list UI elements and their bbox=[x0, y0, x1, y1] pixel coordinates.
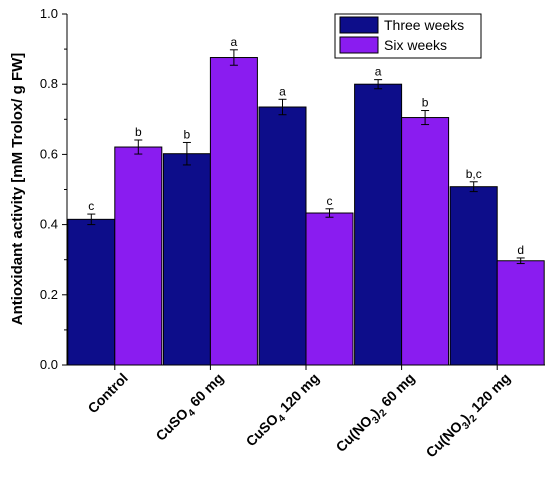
legend-label: Six weeks bbox=[384, 37, 447, 53]
bar-three-weeks bbox=[67, 218, 116, 366]
legend-swatch bbox=[339, 36, 379, 54]
y-tick-label: 0.0 bbox=[40, 357, 58, 372]
bar-six-weeks bbox=[114, 146, 163, 366]
significance-label: b bbox=[135, 125, 142, 139]
bar-six-weeks bbox=[209, 57, 258, 366]
x-tick-label: Cu(NO3)2 120 mg bbox=[423, 370, 517, 464]
x-tick-label: CuSO4 60 mg bbox=[152, 370, 229, 447]
significance-label: c bbox=[327, 194, 333, 208]
bar-three-weeks bbox=[354, 83, 403, 366]
significance-label: b,c bbox=[466, 167, 482, 181]
significance-label: b bbox=[422, 96, 429, 110]
legend-swatch bbox=[339, 16, 379, 34]
bar-three-weeks bbox=[258, 106, 307, 366]
bar-three-weeks bbox=[162, 153, 211, 366]
significance-label: c bbox=[88, 199, 94, 213]
y-tick-label: 0.6 bbox=[40, 146, 58, 161]
y-tick-label: 0.8 bbox=[40, 76, 58, 91]
x-tick-label: Cu(NO3)2 60 mg bbox=[333, 370, 421, 458]
significance-label: a bbox=[279, 84, 286, 98]
bars-group: c b b a a c a b b,c d bbox=[67, 35, 545, 366]
bar-six-weeks bbox=[305, 212, 354, 366]
bar-six-weeks bbox=[401, 117, 450, 366]
y-tick-label: 0.4 bbox=[40, 217, 58, 232]
significance-label: a bbox=[231, 35, 238, 49]
y-tick-label: 0.2 bbox=[40, 287, 58, 302]
significance-label: d bbox=[517, 243, 524, 257]
legend: Three weeks Six weeks bbox=[334, 13, 482, 59]
y-axis-title-text: Antioxidant activity [mM Trolox/ g FW] bbox=[9, 53, 26, 326]
y-axis-title: Antioxidant activity [mM Trolox/ g FW] bbox=[9, 53, 26, 326]
significance-label: a bbox=[375, 65, 382, 79]
legend-label: Three weeks bbox=[384, 17, 464, 33]
bar-six-weeks bbox=[496, 260, 545, 366]
y-tick-label: 1.0 bbox=[40, 6, 58, 21]
x-tick-label: Control bbox=[84, 370, 131, 417]
x-tick-label: CuSO4 120 mg bbox=[243, 370, 325, 452]
significance-label: b bbox=[184, 127, 191, 141]
bar-three-weeks bbox=[449, 186, 498, 366]
